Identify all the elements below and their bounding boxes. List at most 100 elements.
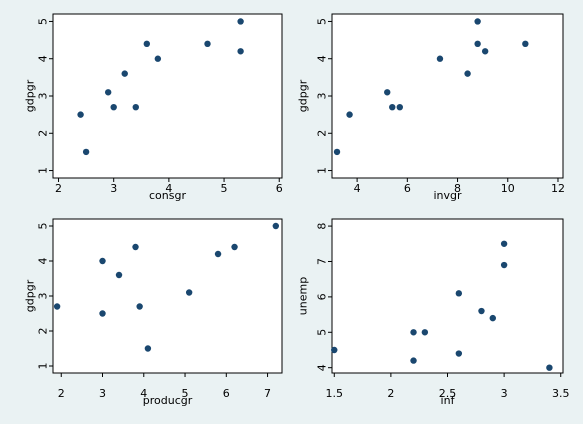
plot-area [52,218,283,374]
y-tick-label: 1 [37,167,50,174]
x-tick-label: 5 [221,182,228,195]
data-point [333,148,341,156]
x-tick-label: 2 [55,182,62,195]
data-point [132,103,139,111]
data-point [500,240,508,247]
data-point [231,243,238,251]
y-tick-label: 4 [316,364,329,371]
x-tick-label: 2 [387,387,394,400]
y-tick-label: 1 [316,167,329,174]
data-point [143,40,151,48]
data-point [82,148,90,156]
data-point [214,250,222,258]
y-axis-title: gdpgr [24,279,37,312]
x-axis-title: invgr [433,189,462,202]
data-point [522,40,529,48]
data-point [99,257,106,265]
data-point [474,18,481,25]
y-tick-label: 5 [37,18,50,25]
y-tick-label: 3 [316,93,329,100]
data-point [53,303,61,310]
data-point [389,103,396,111]
data-point [384,89,391,96]
data-point [455,290,463,297]
plot-area [331,218,564,374]
data-point [410,357,417,364]
data-point [396,103,403,111]
x-tick-label: 7 [264,387,271,400]
x-tick-label: 10 [501,182,515,195]
scatter-panel-4: 1.5 2 2.5 3 3.5 4 5 6 7 8 inf unemp [297,218,570,407]
y-tick-label: 4 [316,55,329,62]
x-tick-label: 6 [276,182,283,195]
y-tick-label: 6 [316,293,329,300]
y-tick-label: 2 [37,328,50,335]
y-tick-label: 2 [37,130,50,137]
data-point [132,243,139,251]
y-tick-label: 5 [37,223,50,230]
data-point [421,329,429,336]
x-tick-label: 1.5 [326,387,344,400]
data-point [237,18,244,25]
data-point [410,329,417,336]
data-point [110,103,117,111]
x-tick-label: 3 [501,387,508,400]
x-tick-label: 4 [140,387,147,400]
y-tick-label: 4 [37,55,50,62]
x-axis-title: consgr [149,189,186,202]
y-axis-title: gdpgr [24,79,37,112]
scatter-panel-1: 2 3 4 5 6 1 2 3 4 5 consgr gdpgr [24,13,283,202]
data-point [436,55,444,62]
data-point [115,271,123,279]
x-tick-label: 8 [454,182,461,195]
y-tick-label: 4 [37,258,50,265]
data-point [272,222,280,230]
x-tick-label: 4 [165,182,172,195]
x-tick-label: 12 [551,182,565,195]
data-point [346,111,353,118]
data-point [464,70,471,77]
x-tick-label: 6 [223,387,230,400]
data-point [546,364,553,371]
x-tick-label: 3.5 [552,387,570,400]
x-axis-title: producgr [143,394,193,407]
data-point [136,303,143,310]
data-point [154,55,162,62]
data-point [185,289,193,296]
y-tick-label: 5 [316,329,329,336]
y-tick-label: 8 [316,223,329,230]
x-tick-label: 4 [354,182,361,195]
x-tick-label: 3 [110,182,117,195]
y-tick-label: 7 [316,258,329,265]
y-axis-title: gdpgr [297,79,310,112]
data-point [455,350,463,357]
data-point [121,70,128,77]
data-point [481,48,489,55]
x-tick-label: 2 [58,387,65,400]
data-point [474,40,481,48]
data-point [500,261,508,269]
y-tick-label: 2 [316,130,329,137]
data-point [204,40,211,48]
x-tick-label: 3 [99,387,106,400]
data-point [478,307,485,315]
x-tick-label: 5 [182,387,189,400]
data-point [99,310,106,317]
plot-area [52,13,283,179]
x-tick-label: 6 [404,182,411,195]
y-tick-label: 3 [37,93,50,100]
data-point [104,89,112,96]
x-axis-title: inf [441,394,456,407]
data-point [237,48,244,55]
data-point [331,346,338,354]
y-axis-title: unemp [297,277,310,315]
y-tick-label: 5 [316,18,329,25]
data-point [144,345,152,352]
data-point [77,111,84,118]
x-tick-label: 2.5 [439,387,457,400]
y-tick-label: 1 [37,363,50,370]
plot-area [331,13,564,179]
